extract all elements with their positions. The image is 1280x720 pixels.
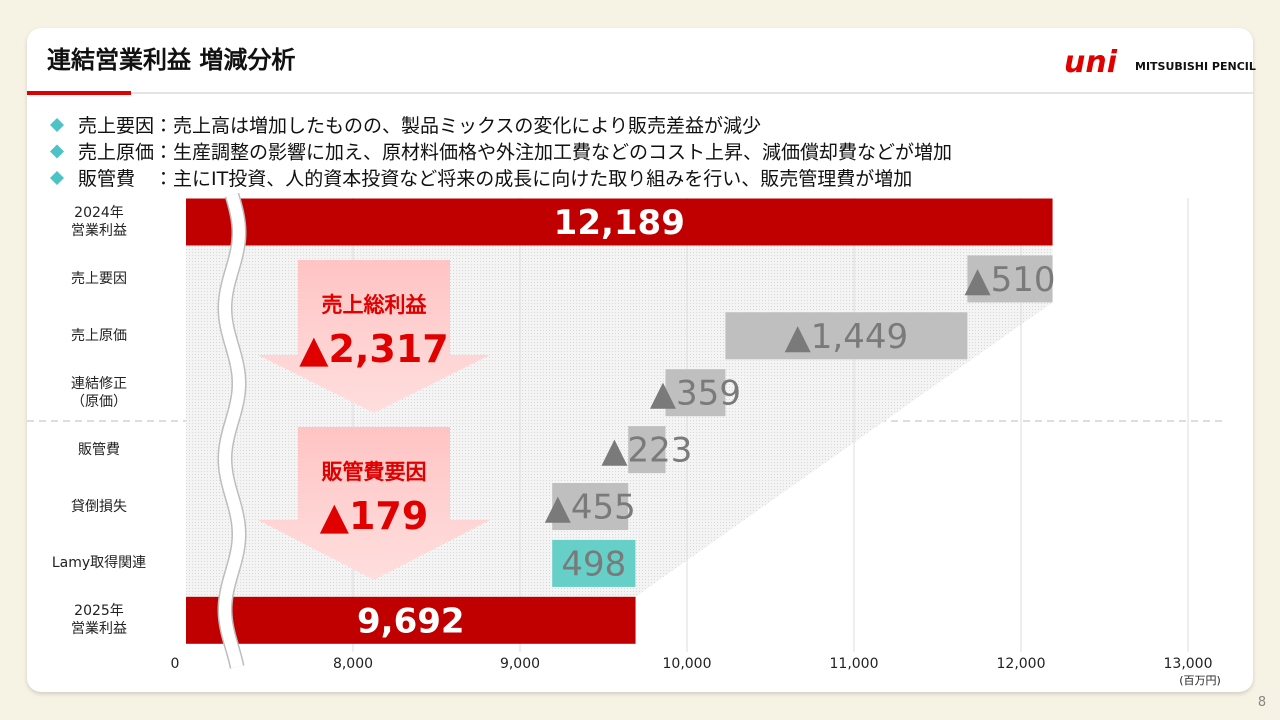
x-unit: (百万円) <box>1179 674 1221 687</box>
axis-break <box>218 193 246 669</box>
annotation-value: ▲179 <box>320 494 429 538</box>
bar <box>552 483 629 530</box>
value-label: ▲359 <box>650 374 741 414</box>
annotation-value: ▲2,317 <box>299 327 448 371</box>
category-label: 2025年 営業利益 <box>71 603 127 638</box>
x-tick-label: 11,000 <box>830 656 879 672</box>
bar <box>665 369 726 417</box>
value-label: ▲455 <box>545 488 636 528</box>
bar <box>552 539 636 587</box>
category-label: 2024年 営業利益 <box>71 205 127 239</box>
value-label: ▲510 <box>964 260 1055 300</box>
category-label: 売上要因 <box>71 270 127 287</box>
logo-text: MITSUBISHI PENCIL <box>1135 60 1256 73</box>
x-tick-label: 8,000 <box>333 656 373 672</box>
bullet-icon <box>50 144 64 159</box>
value-label: ▲1,449 <box>785 317 908 357</box>
x-tick-label: 0 <box>171 656 180 672</box>
category-label: 販管費 <box>78 441 120 458</box>
value-label: 9,692 <box>357 601 465 641</box>
x-tick-label: 13,000 <box>1164 656 1213 672</box>
annotation-title: 売上総利益 <box>322 293 428 317</box>
x-tick-label: 10,000 <box>663 656 712 672</box>
bullet-text: 売上原価：生産調整の影響に加え、原材料価格や外注加工費などのコスト上昇、減価償却… <box>78 142 952 164</box>
page-number: 8 <box>1258 695 1266 710</box>
slide-title: 連結営業利益 増減分析 <box>47 46 295 74</box>
value-label: ▲223 <box>601 431 692 471</box>
x-tick-label: 9,000 <box>500 656 540 672</box>
bar <box>725 312 968 360</box>
bar <box>186 596 636 644</box>
bullet-icon <box>50 118 64 132</box>
value-label: 12,189 <box>554 203 685 243</box>
category-label: 貸倒損失 <box>71 498 127 515</box>
bullet-icon <box>50 171 64 185</box>
x-tick-label: 12,000 <box>997 656 1046 672</box>
annotation-arrow <box>258 427 490 580</box>
bar <box>628 426 666 474</box>
bullet-text: 売上要因：売上高は増加したものの、製品ミックスの変化により販売差益が減少 <box>78 115 761 137</box>
title-accent <box>27 91 131 95</box>
bullet-text: 販管費 ：主にIT投資、人的資本投資など将来の成長に向けた取り組みを行い、販売管… <box>78 168 912 190</box>
bar <box>967 255 1053 303</box>
category-label: Lamy取得関連 <box>51 555 147 572</box>
annotation-title: 販管費要因 <box>322 460 427 484</box>
category-label: 売上原価 <box>71 327 127 344</box>
logo-mark: uni <box>1064 45 1118 80</box>
value-label: 498 <box>561 544 626 584</box>
annotation-arrow <box>258 260 490 413</box>
category-label: 連結修正 （原価） <box>71 375 127 410</box>
bar <box>186 198 1053 246</box>
